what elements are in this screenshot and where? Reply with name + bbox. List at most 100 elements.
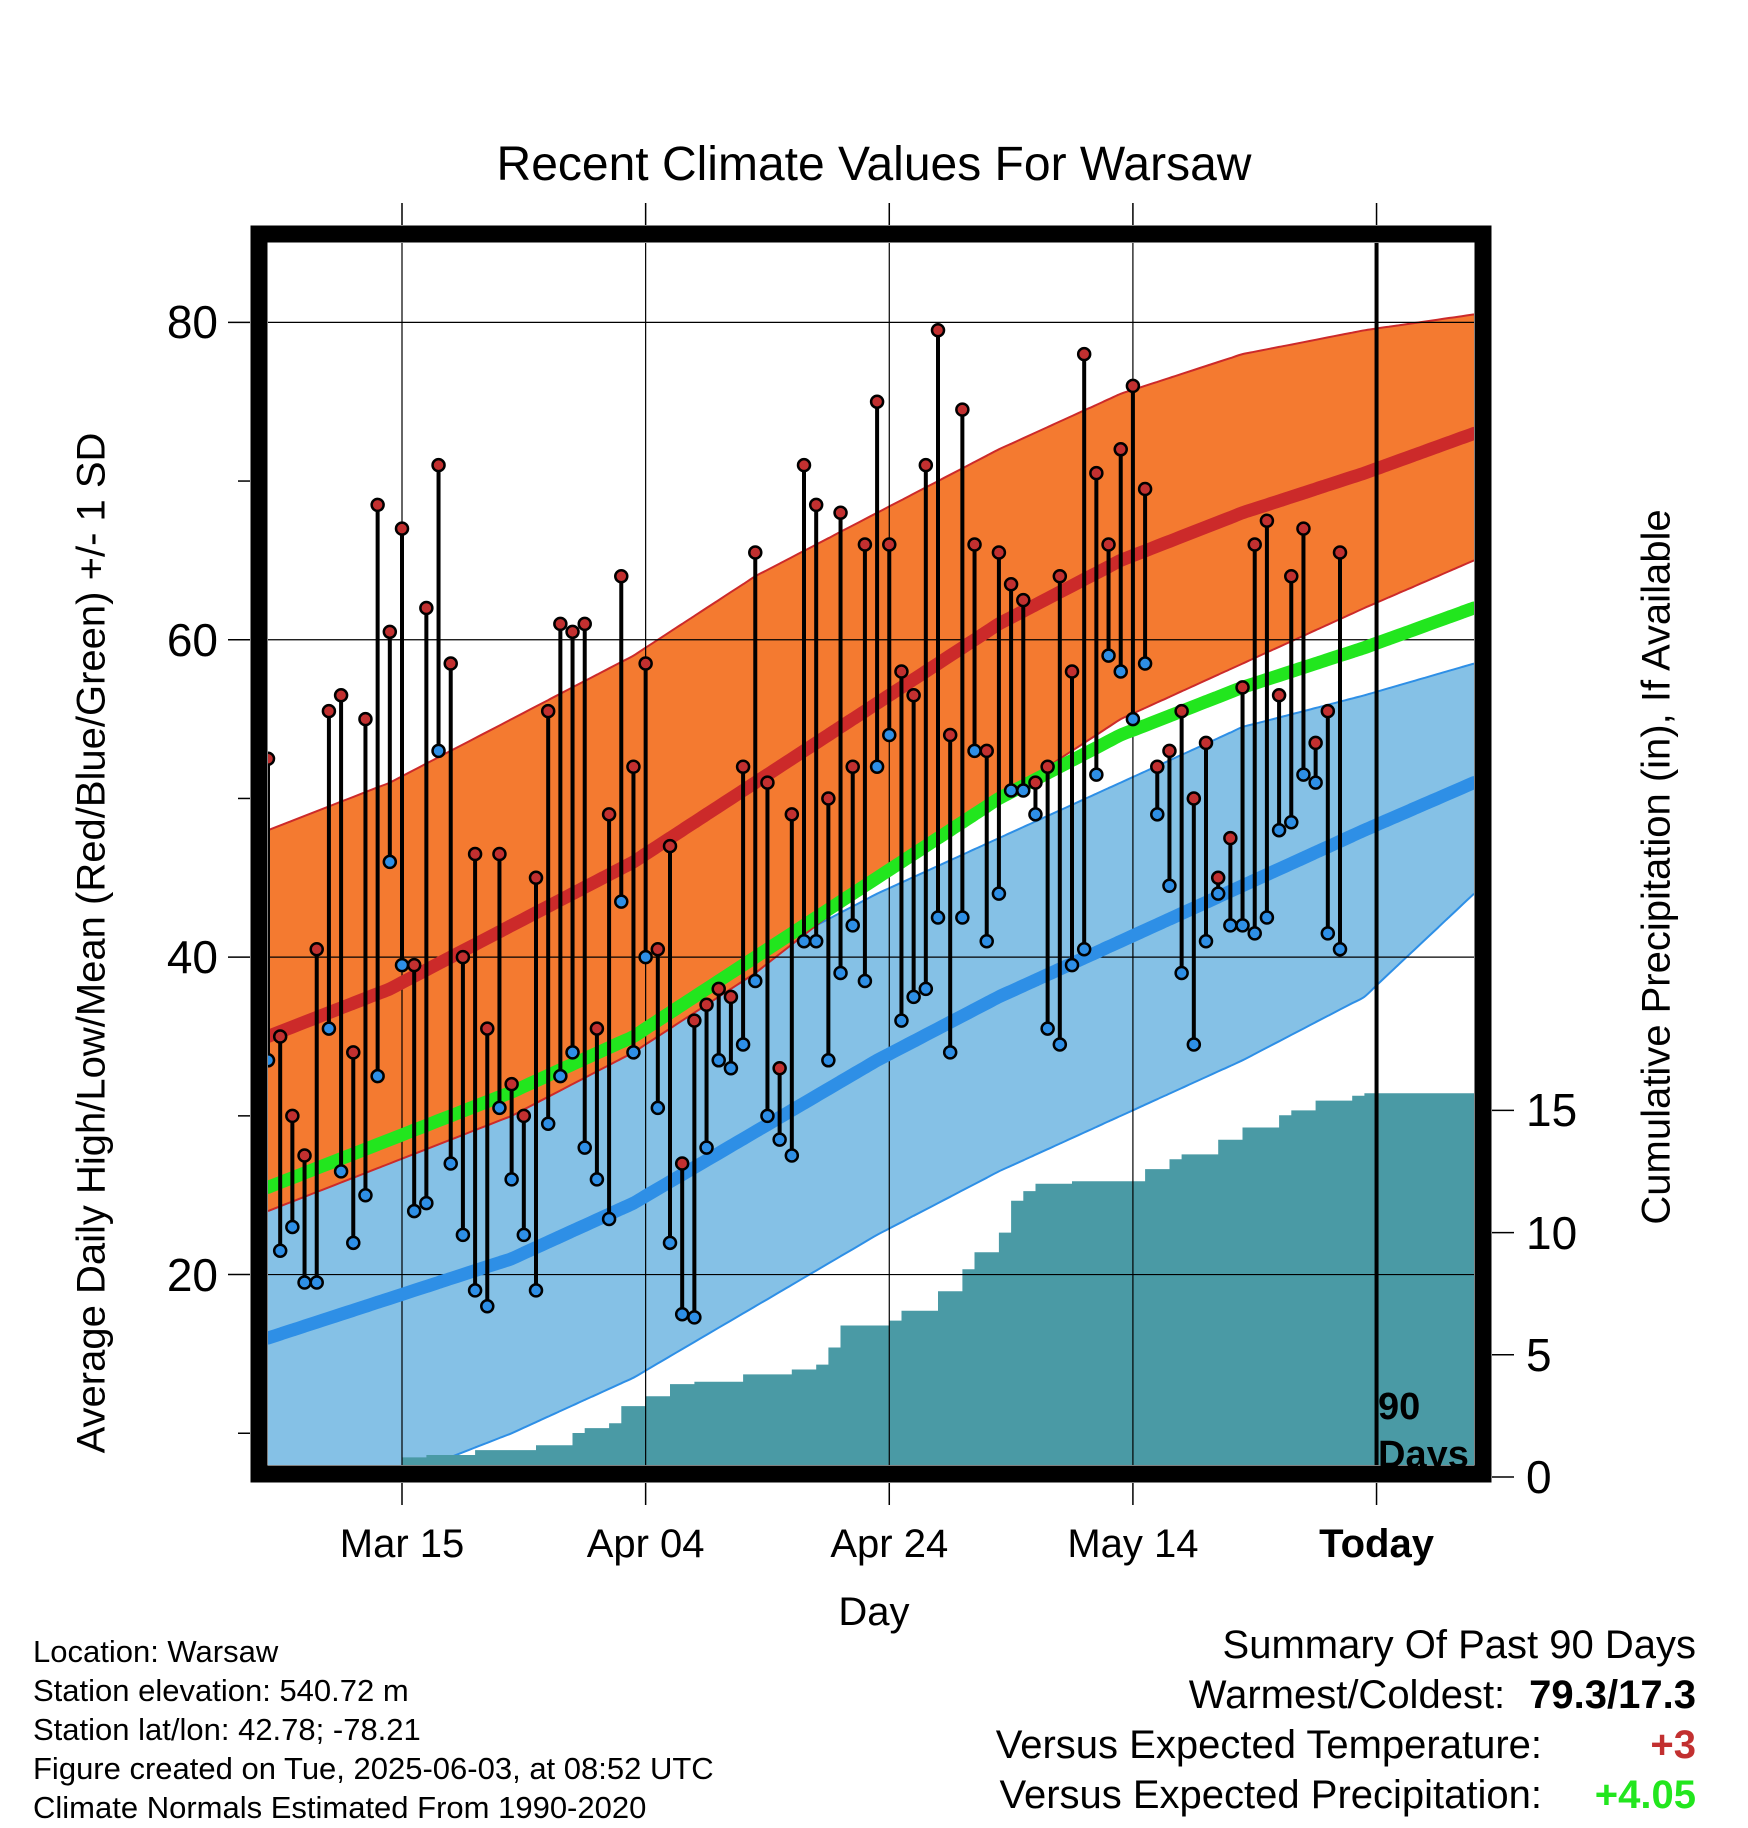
daily-low-point [540, 1116, 556, 1132]
summary-heading: Summary Of Past 90 Days [1222, 1623, 1696, 1667]
daily-low-point [894, 1013, 909, 1028]
daily-high-point [1284, 569, 1299, 584]
high-sd-upper-line [268, 313, 1474, 832]
station-info: Location: Warsaw Station elevation: 540.… [33, 1632, 714, 1827]
daily-low-point [918, 981, 934, 997]
precip-tick-label: 5 [1526, 1328, 1552, 1381]
daily-low-point [589, 1172, 605, 1187]
summary-warm-cold: Warmest/Coldest: 79.3/17.3 [996, 1670, 1696, 1720]
daily-high-point [955, 402, 970, 417]
daily-low-point [650, 1100, 666, 1116]
daily-low-point [674, 1306, 690, 1322]
daily-low-point [528, 1283, 544, 1298]
daily-low-point [614, 894, 629, 909]
y-tick-label: 40 [166, 931, 218, 984]
y-axis-label-right: Cumulative Precipitation (in), If Availa… [1634, 509, 1679, 1225]
normals-text: Climate Normals Estimated From 1990-2020 [33, 1790, 647, 1825]
days-word: Days [1378, 1434, 1469, 1476]
daily-high-point [1076, 346, 1092, 362]
daily-high-point [1113, 442, 1128, 457]
location-text: Location: Warsaw [33, 1634, 279, 1669]
daily-high-point [1308, 735, 1323, 751]
daily-low-point [285, 1219, 300, 1235]
daily-high-point [674, 1156, 690, 1171]
daily-high-point [268, 751, 276, 767]
daily-high-point [1003, 576, 1019, 592]
daily-low-point [723, 1060, 739, 1076]
daily-high-point [650, 941, 666, 957]
daily-high-point [1235, 680, 1250, 695]
daily-low-point [833, 965, 848, 981]
daily-low-point [1259, 910, 1275, 925]
daily-high-point [857, 537, 873, 552]
daily-low-point [748, 973, 763, 989]
plot-frame [250, 225, 1492, 1483]
daily-high-point [1101, 537, 1116, 552]
daily-high-point [614, 569, 629, 584]
daily-high-point [589, 1021, 605, 1036]
daily-low-point [504, 1172, 519, 1187]
daily-high-point [467, 846, 483, 862]
daily-low-point [1284, 815, 1299, 830]
daily-high-point [504, 1076, 519, 1092]
daily-low-point [882, 727, 897, 743]
daily-high-point [492, 846, 507, 862]
x-tick-label: Apr 04 [586, 1522, 705, 1566]
daily-high-point [1125, 378, 1141, 394]
cumulative-precip-area [402, 1093, 1474, 1465]
precip-tick-label: 0 [1526, 1451, 1552, 1503]
x-tick-label: Mar 15 [339, 1522, 465, 1566]
normal-low-line [268, 776, 1474, 1345]
daily-high-point [358, 711, 373, 727]
daily-low-point [930, 910, 946, 925]
daily-high-point [906, 688, 921, 703]
daily-high-point [1223, 830, 1238, 846]
daily-high-point [687, 1013, 702, 1028]
daily-high-point [833, 505, 848, 521]
warm-cold-label: Warmest/Coldest: [1188, 1673, 1506, 1717]
precip-tick-label: 15 [1526, 1084, 1578, 1137]
daily-high-point [869, 394, 885, 409]
daily-low-point [1198, 934, 1214, 949]
daily-high-point [346, 1045, 361, 1060]
elevation-text: Station elevation: 540.72 m [33, 1673, 409, 1708]
daily-low-point [467, 1283, 483, 1298]
daily-high-point [1296, 521, 1311, 536]
daily-low-point [1332, 941, 1348, 957]
daily-low-point [1247, 926, 1262, 941]
daily-low-point [1137, 656, 1153, 671]
daily-high-point [882, 537, 897, 552]
daily-high-point [406, 957, 422, 973]
y-tick-label: 80 [166, 296, 218, 349]
daily-low-point [1016, 783, 1031, 798]
daily-low-point [333, 1164, 349, 1179]
daily-low-point [358, 1187, 373, 1203]
daily-high-point [321, 703, 337, 719]
daily-low-point [1162, 878, 1177, 893]
daily-low-point [1113, 664, 1128, 679]
daily-high-point [1186, 791, 1202, 806]
daily-low-point [601, 1211, 617, 1227]
daily-low-point [869, 759, 885, 774]
daily-low-point [845, 918, 860, 933]
precip-tick-label: 10 [1526, 1206, 1578, 1259]
daily-high-point [1137, 481, 1153, 497]
daily-low-point [857, 973, 873, 989]
summary-precip: Versus Expected Precipitation: +4.05 [996, 1770, 1696, 1820]
y-tick-label: 20 [166, 1248, 218, 1301]
daily-low-point [967, 743, 982, 759]
daily-high-point [1028, 775, 1043, 790]
daily-high-point [577, 616, 592, 632]
daily-low-point [821, 1053, 836, 1068]
daily-low-point [1223, 918, 1238, 933]
daily-high-point [711, 981, 726, 997]
daily-high-point [601, 807, 617, 822]
chart-title: Recent Climate Values For Warsaw [496, 138, 1252, 191]
warm-cold-value: 79.3/17.3 [1529, 1673, 1696, 1717]
daily-high-point [662, 838, 678, 854]
daily-high-point [967, 537, 982, 552]
daily-high-point [309, 941, 324, 957]
daily-low-point [455, 1227, 471, 1243]
daily-high-point [991, 545, 1007, 560]
